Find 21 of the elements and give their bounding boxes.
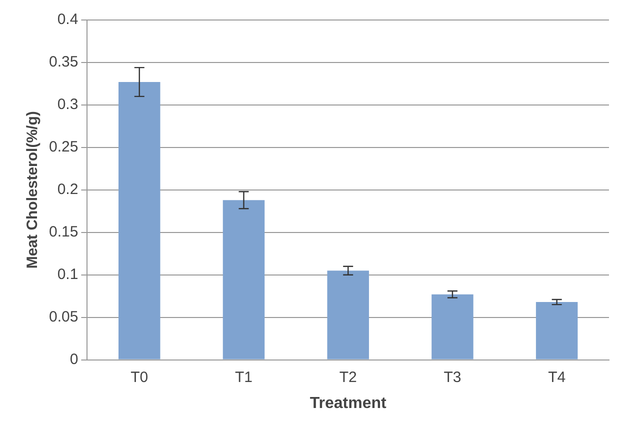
y-axis-title: Meat Cholesterol(%/g)	[24, 111, 42, 269]
x-tick-label: T0	[130, 368, 148, 386]
x-tick-label: T4	[548, 368, 566, 386]
y-tick-label: 0.15	[48, 224, 78, 241]
x-tick-label: T3	[444, 368, 462, 386]
x-axis-title: Treatment	[310, 394, 388, 412]
y-tick-label: 0.4	[57, 11, 78, 28]
bar	[536, 302, 578, 360]
bar	[327, 270, 369, 360]
bar	[432, 294, 474, 360]
x-tick-label: T1	[234, 368, 252, 386]
y-tick-label: 0.35	[48, 54, 78, 71]
bar	[118, 82, 160, 360]
y-tick-label: 0.2	[57, 181, 78, 198]
y-tick-label: 0.05	[48, 308, 78, 326]
bar	[222, 200, 265, 360]
y-tick-label: 0.25	[48, 138, 78, 156]
x-tick-label: T2	[339, 368, 357, 386]
y-tick-label: 0.1	[57, 266, 78, 283]
y-tick-label: 0	[70, 350, 78, 368]
y-tick-label: 0.3	[57, 96, 78, 114]
